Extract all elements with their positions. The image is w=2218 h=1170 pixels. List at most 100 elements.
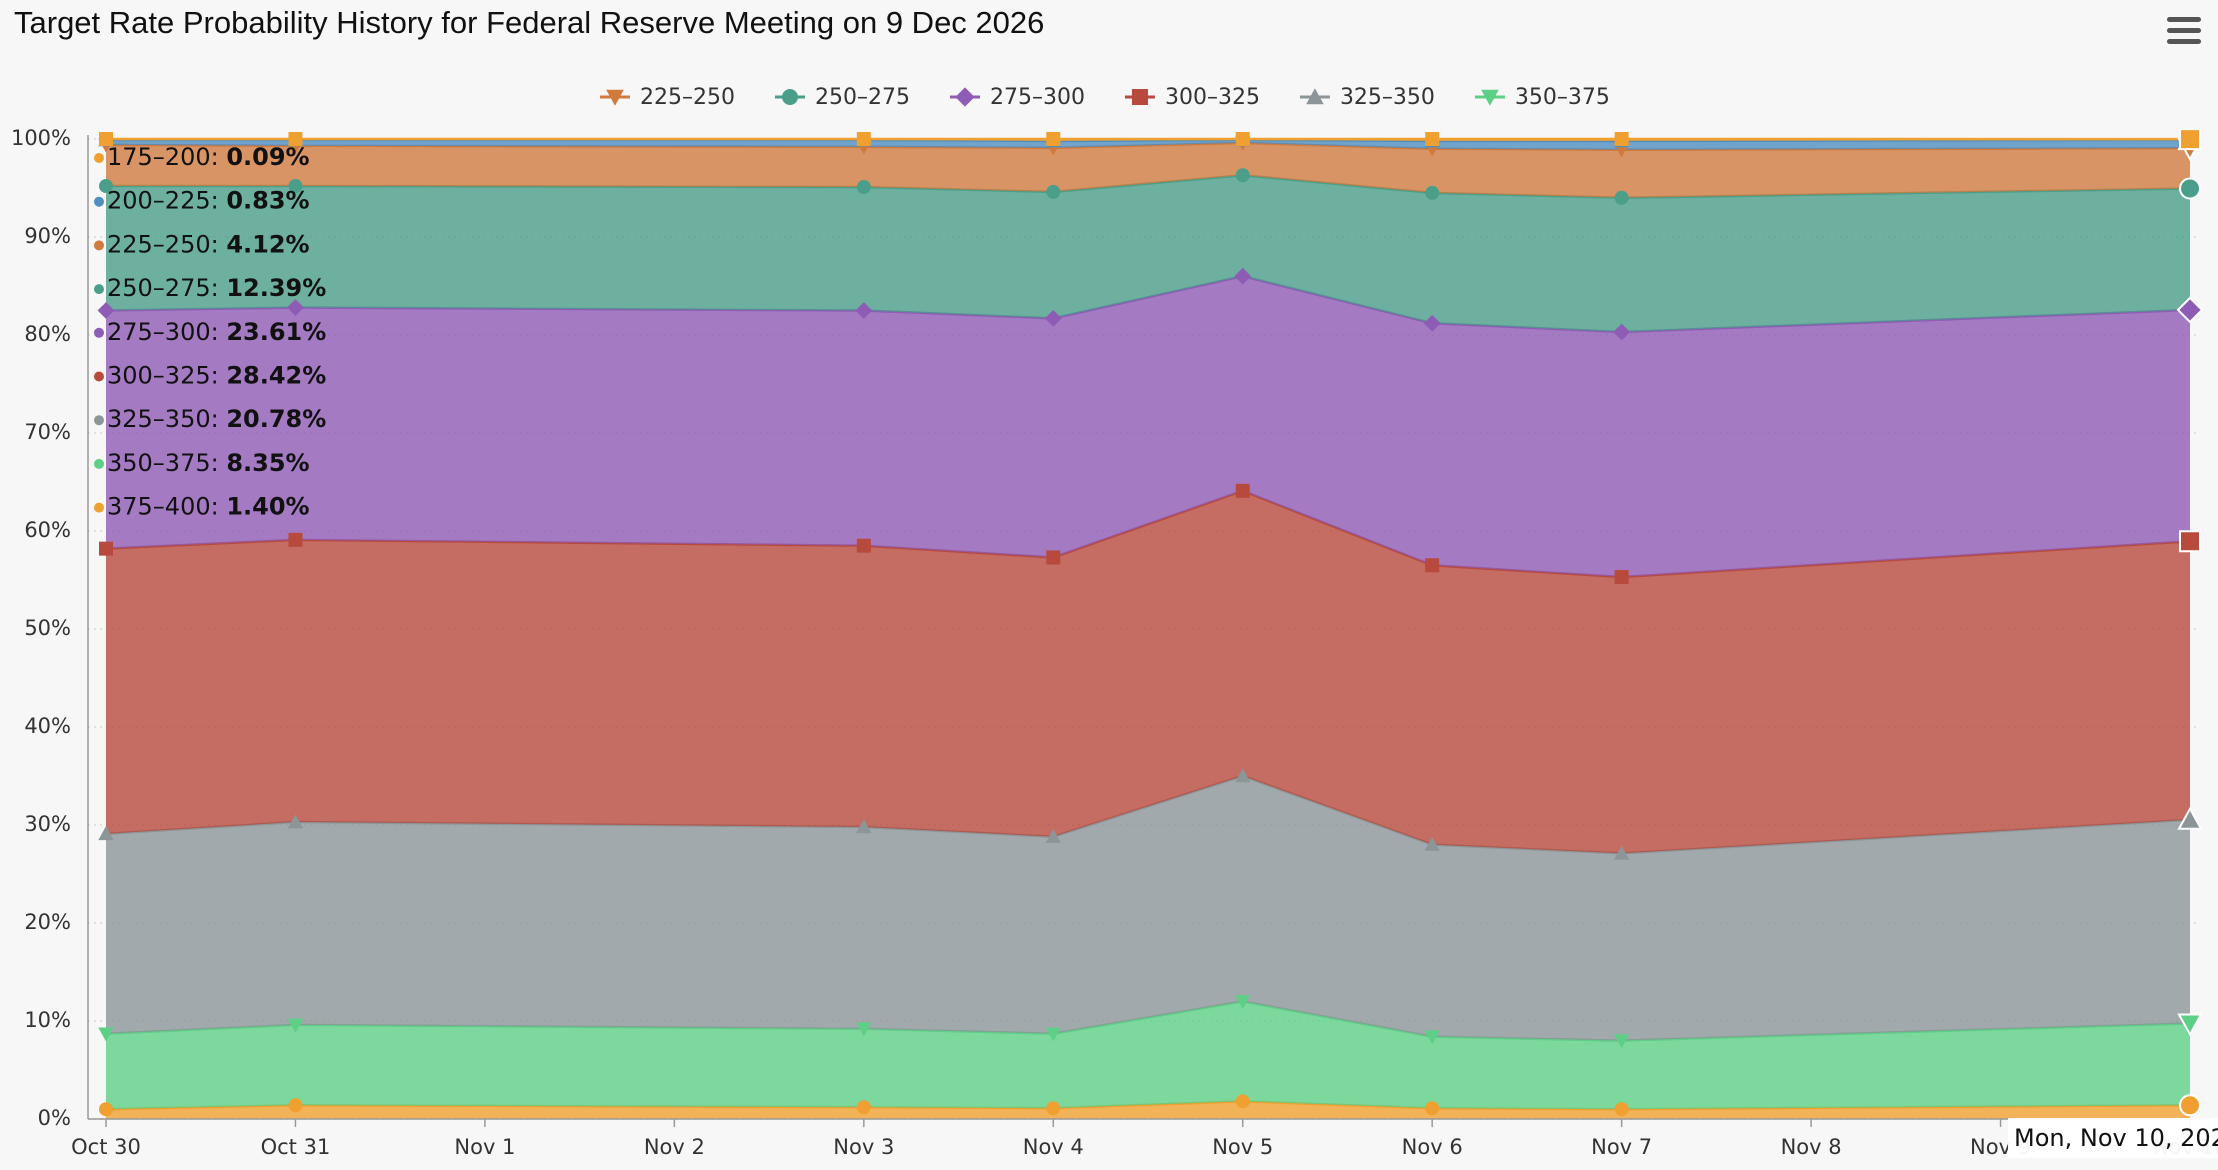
tooltip-name: 250–275 xyxy=(107,274,211,302)
tooltip-dot xyxy=(94,371,104,382)
legend-label: 350–375 xyxy=(1515,85,1610,110)
marker xyxy=(1614,132,1629,146)
marker xyxy=(1046,132,1061,146)
marker xyxy=(855,302,873,319)
x-tick-label: Nov 4 xyxy=(1023,1135,1084,1159)
y-tick-label: 100% xyxy=(11,126,71,150)
y-tick-label: 80% xyxy=(24,322,71,346)
legend-item[interactable]: 300–325 xyxy=(1124,85,1260,110)
marker xyxy=(287,299,304,316)
area xyxy=(106,490,2190,854)
x-tick-label: Nov 6 xyxy=(1402,1135,1463,1159)
marker xyxy=(2176,296,2204,324)
legend-item[interactable]: 225–250 xyxy=(600,85,735,110)
marker xyxy=(1235,768,1251,783)
tooltip-row: 175–200: 0.09% xyxy=(107,143,310,171)
y-tick-label: 60% xyxy=(24,518,71,542)
tooltip-row: 300–325: 28.42% xyxy=(107,362,326,390)
x-tick-label: Oct 30 xyxy=(71,1135,141,1159)
marker xyxy=(287,814,304,829)
marker xyxy=(287,1018,304,1033)
marker xyxy=(1425,1101,1440,1116)
menu-bar xyxy=(2167,28,2201,33)
y-tick-label: 0% xyxy=(38,1106,71,1130)
legend-item[interactable]: 325–350 xyxy=(1299,85,1435,110)
marker xyxy=(1045,1027,1061,1042)
legend-label: 225–250 xyxy=(640,85,735,110)
legend-item[interactable]: 350–375 xyxy=(1474,85,1610,110)
x-tick-label: Nov 1 xyxy=(454,1135,515,1159)
y-tick-label: 70% xyxy=(24,420,71,444)
tooltip: 175–200: 0.09% 200–225: 0.83% 225–250: 4.1… xyxy=(94,143,2218,1158)
areas xyxy=(105,137,2191,1119)
marker xyxy=(98,1027,114,1042)
legend-item[interactable]: 250–275 xyxy=(774,85,910,110)
marker xyxy=(1235,168,1250,183)
marker xyxy=(1614,1102,1629,1117)
x-tick-label: Nov 7 xyxy=(1591,1135,1652,1159)
marker xyxy=(1235,132,1250,146)
marker xyxy=(1613,323,1631,341)
x-tick-label: Nov 3 xyxy=(833,1135,894,1159)
chart-title: Target Rate Probability History for Fede… xyxy=(14,5,1044,40)
marker xyxy=(1614,570,1629,585)
marker xyxy=(288,132,303,146)
marker xyxy=(2179,530,2201,553)
legend-item[interactable]: 275–300 xyxy=(949,85,1085,110)
tooltip-row: 350–375: 8.35% xyxy=(107,449,310,477)
marker xyxy=(606,89,624,106)
tooltip-value: 8.35% xyxy=(226,449,309,477)
marker xyxy=(2179,1094,2201,1117)
tooltip-name: 225–250 xyxy=(107,230,211,258)
tooltip-name: 175–200 xyxy=(107,143,211,171)
marker xyxy=(98,826,114,841)
marker xyxy=(1424,1030,1440,1045)
tooltip-dot xyxy=(94,458,104,469)
tooltip-name: 350–375 xyxy=(107,449,211,477)
x-tick-label: Nov 8 xyxy=(1781,1135,1842,1159)
tooltip-dot xyxy=(94,415,104,426)
marker xyxy=(1045,829,1061,844)
tooltip-dot xyxy=(94,502,104,513)
marker xyxy=(856,819,872,834)
marker xyxy=(288,532,303,547)
marker xyxy=(2179,177,2201,200)
marker xyxy=(99,179,113,194)
legend-label: 325–350 xyxy=(1340,85,1435,110)
y-tick-label: 90% xyxy=(24,224,71,248)
marker xyxy=(1424,836,1440,851)
x-tick-label: Nov 5 xyxy=(1212,1135,1273,1159)
tooltip-row: 375–400: 1.40% xyxy=(107,493,310,521)
axes: 0% 10% 20% 30% 40% 50% 60% 70% 80% 90% 100% Oct 30 O… xyxy=(11,126,2218,1159)
marker xyxy=(1235,1094,1250,1109)
area xyxy=(106,142,2190,198)
marker xyxy=(1425,185,1440,200)
tooltip-value: 0.09% xyxy=(226,143,309,171)
y-tick-label: 30% xyxy=(24,812,71,836)
marker xyxy=(955,87,975,107)
menu-button[interactable] xyxy=(2167,17,2201,44)
marker xyxy=(1306,88,1324,105)
marker xyxy=(288,1098,303,1113)
legend-label: 275–300 xyxy=(990,85,1085,110)
x-tick-label: Oct 31 xyxy=(261,1135,331,1159)
legend-label: 250–275 xyxy=(815,85,910,110)
tooltip-value: 28.42% xyxy=(226,362,326,390)
tooltip-name: 325–350 xyxy=(107,405,211,433)
y-tick-label: 40% xyxy=(24,714,71,738)
marker xyxy=(288,179,303,194)
tooltip-name: 200–225 xyxy=(107,187,211,215)
marker xyxy=(1131,89,1148,105)
tooltip-row: 250–275: 12.39% xyxy=(107,274,326,302)
marker xyxy=(99,541,113,556)
menu-bar xyxy=(2167,17,2201,22)
marker xyxy=(1046,550,1061,565)
marker xyxy=(781,89,798,105)
tooltip-name: 300–325 xyxy=(107,362,211,390)
marker xyxy=(1425,132,1440,146)
marker xyxy=(856,1022,872,1037)
area xyxy=(106,175,2190,333)
tooltip-value: 20.78% xyxy=(226,405,326,433)
tooltip-dot xyxy=(94,327,104,338)
